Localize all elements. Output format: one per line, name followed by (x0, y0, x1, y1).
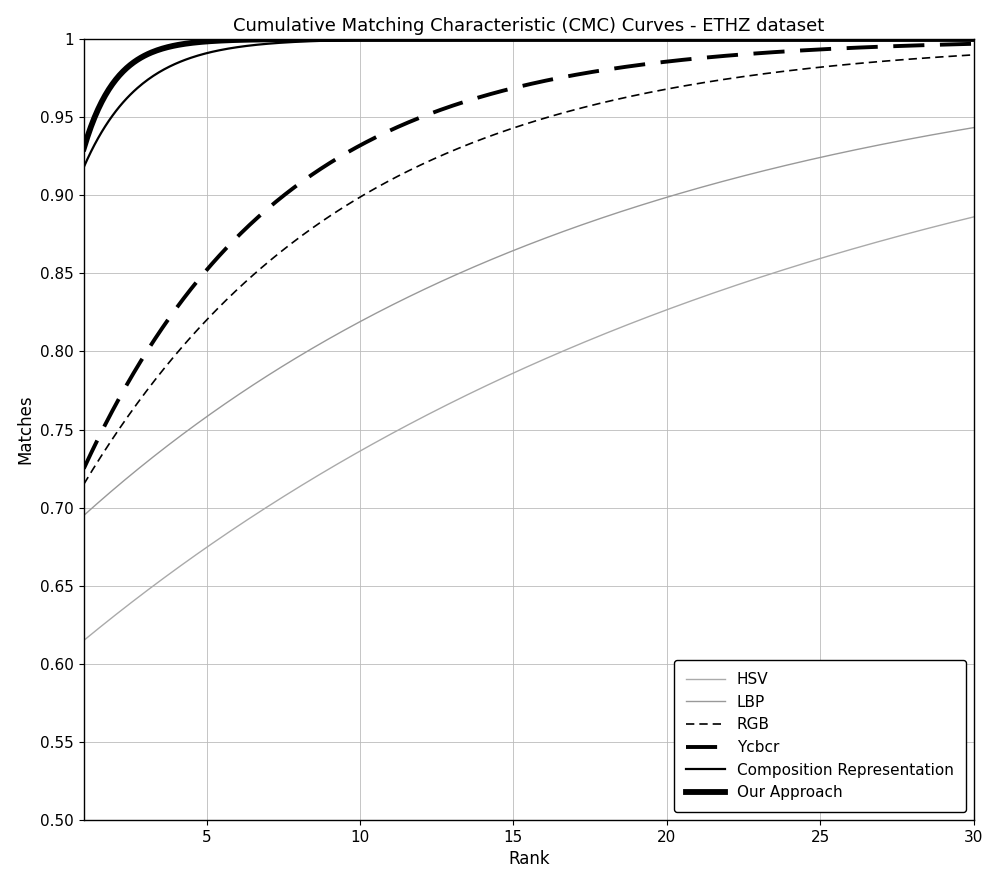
RGB (559, 107, 571, 118)
LBP (78, 510, 90, 520)
Our Approach (500, 34, 512, 44)
Ycbcr (506, 83, 518, 94)
HSV (559, 345, 571, 356)
LBP (807, 154, 819, 165)
HSV (78, 635, 90, 646)
RGB (946, 50, 958, 61)
Ycbcr (78, 463, 90, 473)
Ycbcr (607, 64, 619, 74)
Line: Composition Representation: Composition Representation (84, 39, 974, 167)
Line: HSV: HSV (84, 217, 974, 641)
Our Approach (946, 34, 958, 44)
LBP (946, 126, 958, 136)
Composition Representation (78, 162, 90, 173)
Y-axis label: Matches: Matches (17, 395, 35, 465)
HSV (500, 371, 512, 381)
Composition Representation (807, 34, 819, 44)
LBP (968, 122, 980, 133)
LBP (506, 246, 518, 257)
RGB (807, 63, 819, 73)
Line: LBP: LBP (84, 127, 974, 515)
HSV (607, 325, 619, 335)
Ycbcr (968, 38, 980, 49)
RGB (607, 95, 619, 105)
X-axis label: Rank: Rank (508, 850, 550, 868)
Title: Cumulative Matching Characteristic (CMC) Curves - ETHZ dataset: Cumulative Matching Characteristic (CMC)… (233, 17, 824, 35)
HSV (946, 217, 958, 227)
Our Approach (607, 34, 619, 44)
LBP (607, 209, 619, 219)
LBP (500, 248, 512, 258)
Composition Representation (607, 34, 619, 44)
Ycbcr (559, 72, 571, 82)
RGB (78, 479, 90, 489)
HSV (968, 212, 980, 222)
Composition Representation (559, 34, 571, 44)
LBP (559, 226, 571, 236)
Our Approach (78, 143, 90, 154)
RGB (500, 125, 512, 135)
Our Approach (506, 34, 518, 44)
Ycbcr (946, 39, 958, 50)
Composition Representation (946, 34, 958, 44)
HSV (807, 255, 819, 266)
Legend: HSV, LBP, RGB, Ycbcr, Composition Representation, Our Approach: HSV, LBP, RGB, Ycbcr, Composition Repres… (674, 660, 966, 812)
Composition Representation (500, 34, 512, 44)
Ycbcr (500, 84, 512, 95)
Ycbcr (807, 44, 819, 55)
Composition Representation (506, 34, 518, 44)
Line: Our Approach: Our Approach (84, 39, 974, 149)
Composition Representation (968, 34, 980, 44)
Our Approach (968, 34, 980, 44)
RGB (506, 123, 518, 134)
RGB (968, 50, 980, 60)
Our Approach (807, 34, 819, 44)
Our Approach (559, 34, 571, 44)
HSV (506, 368, 518, 379)
Line: Ycbcr: Ycbcr (84, 43, 974, 468)
Line: RGB: RGB (84, 55, 974, 484)
